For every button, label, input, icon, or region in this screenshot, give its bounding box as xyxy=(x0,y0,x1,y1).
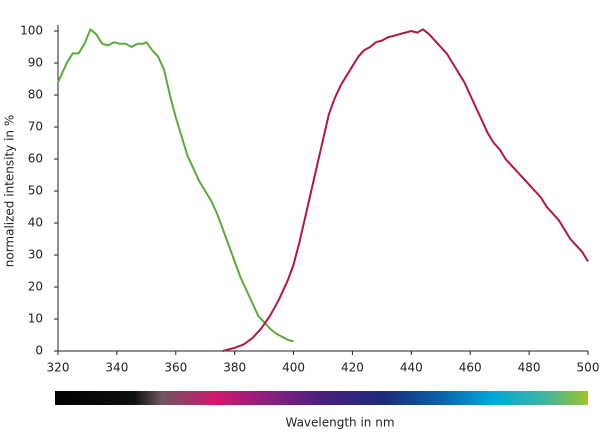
y-tick-label: 10 xyxy=(28,312,43,326)
y-axis-label: normalized intensity in % xyxy=(3,115,17,268)
y-tick-label: 30 xyxy=(28,248,43,262)
y-tick-label: 60 xyxy=(28,152,43,166)
x-tick-label: 460 xyxy=(459,361,482,375)
line-series xyxy=(222,28,589,352)
x-tick-label: 480 xyxy=(518,361,541,375)
y-tick-label: 100 xyxy=(20,24,43,38)
x-axis-label: Wavelength in nm xyxy=(285,416,394,430)
y-tick-label: 90 xyxy=(28,56,43,70)
x-tick-label: 340 xyxy=(105,361,128,375)
x-tick-label: 400 xyxy=(282,361,305,375)
y-tick-label: 40 xyxy=(28,216,43,230)
spectrum-bar xyxy=(55,391,588,405)
y-tick-label: 0 xyxy=(35,344,43,358)
y-tick-label: 50 xyxy=(28,184,43,198)
x-tick-label: 360 xyxy=(164,361,187,375)
line-series xyxy=(57,28,294,343)
x-tick-label: 500 xyxy=(577,361,600,375)
x-tick-label: 440 xyxy=(400,361,423,375)
y-tick-label: 70 xyxy=(28,120,43,134)
x-tick-label: 420 xyxy=(341,361,364,375)
x-tick-label: 320 xyxy=(47,361,70,375)
x-tick-label: 380 xyxy=(223,361,246,375)
y-tick-label: 20 xyxy=(28,280,43,294)
y-tick-label: 80 xyxy=(28,88,43,102)
